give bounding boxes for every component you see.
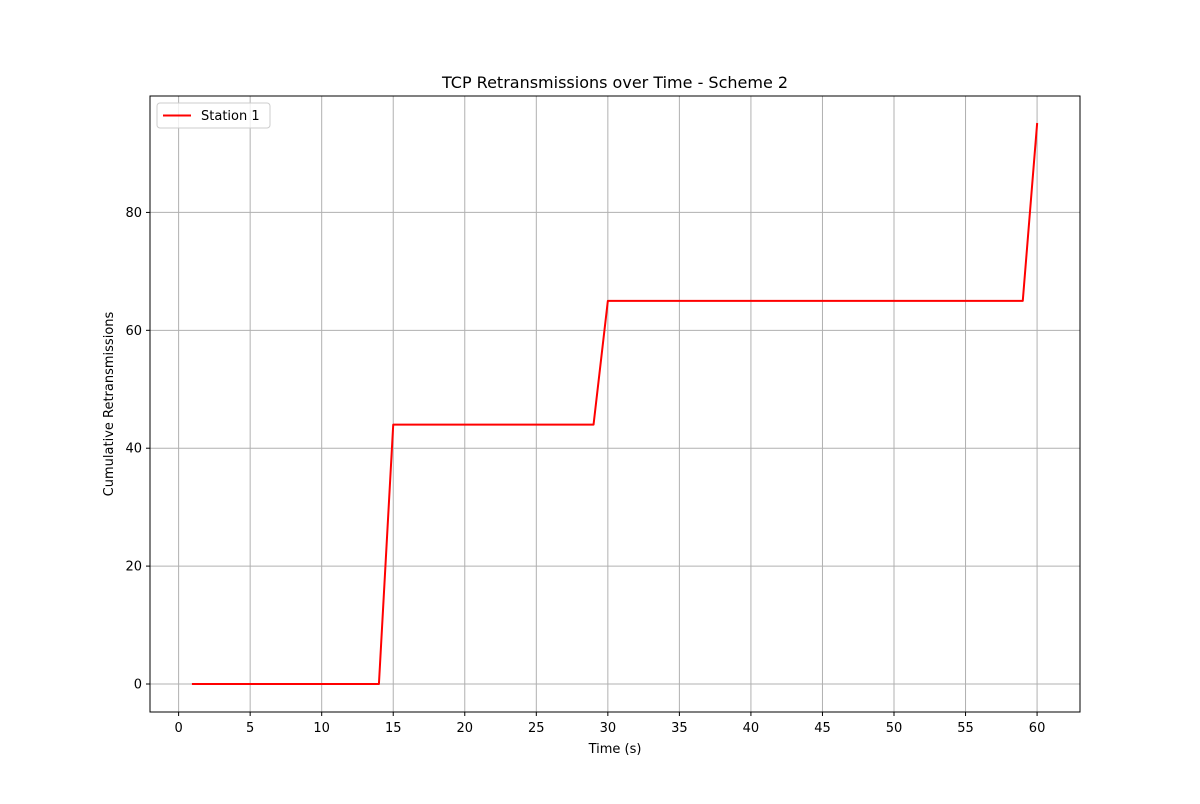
- y-tick-label: 40: [125, 442, 142, 457]
- series-layer: [191, 122, 1039, 685]
- y-axis-label: Cumulative Retransmissions: [102, 311, 117, 496]
- plot-frame: [149, 95, 1081, 713]
- legend: Station 1: [156, 102, 271, 129]
- x-tick-label: 60: [1029, 721, 1046, 736]
- series-line-station-1: [191, 122, 1039, 685]
- x-tick-label: 30: [600, 721, 617, 736]
- x-tick-label: 35: [671, 721, 688, 736]
- grid: [150, 96, 1080, 712]
- legend-label-station-1: Station 1: [201, 109, 260, 124]
- x-tick-label: 15: [385, 721, 402, 736]
- y-tick-label: 20: [125, 560, 142, 575]
- x-tick-label: 20: [456, 721, 473, 736]
- y-axis-ticks: 0 20 40 60 80: [125, 206, 150, 693]
- y-tick-label: 0: [134, 678, 142, 693]
- x-tick-label: 5: [246, 721, 254, 736]
- x-tick-label: 40: [743, 721, 760, 736]
- x-tick-label: 45: [814, 721, 831, 736]
- y-tick-label: 80: [125, 206, 142, 221]
- x-tick-label: 0: [174, 721, 182, 736]
- x-axis-label: Time (s): [588, 742, 642, 757]
- chart-title: TCP Retransmissions over Time - Scheme 2: [441, 73, 788, 92]
- y-tick-label: 60: [125, 324, 142, 339]
- x-tick-label: 50: [886, 721, 903, 736]
- x-axis-ticks: 0 5 10 15 20 25 30 35 40 45 50 55 60: [174, 712, 1045, 736]
- legend-frame: [156, 102, 271, 129]
- x-tick-label: 10: [313, 721, 330, 736]
- x-tick-label: 25: [528, 721, 545, 736]
- x-tick-label: 55: [957, 721, 974, 736]
